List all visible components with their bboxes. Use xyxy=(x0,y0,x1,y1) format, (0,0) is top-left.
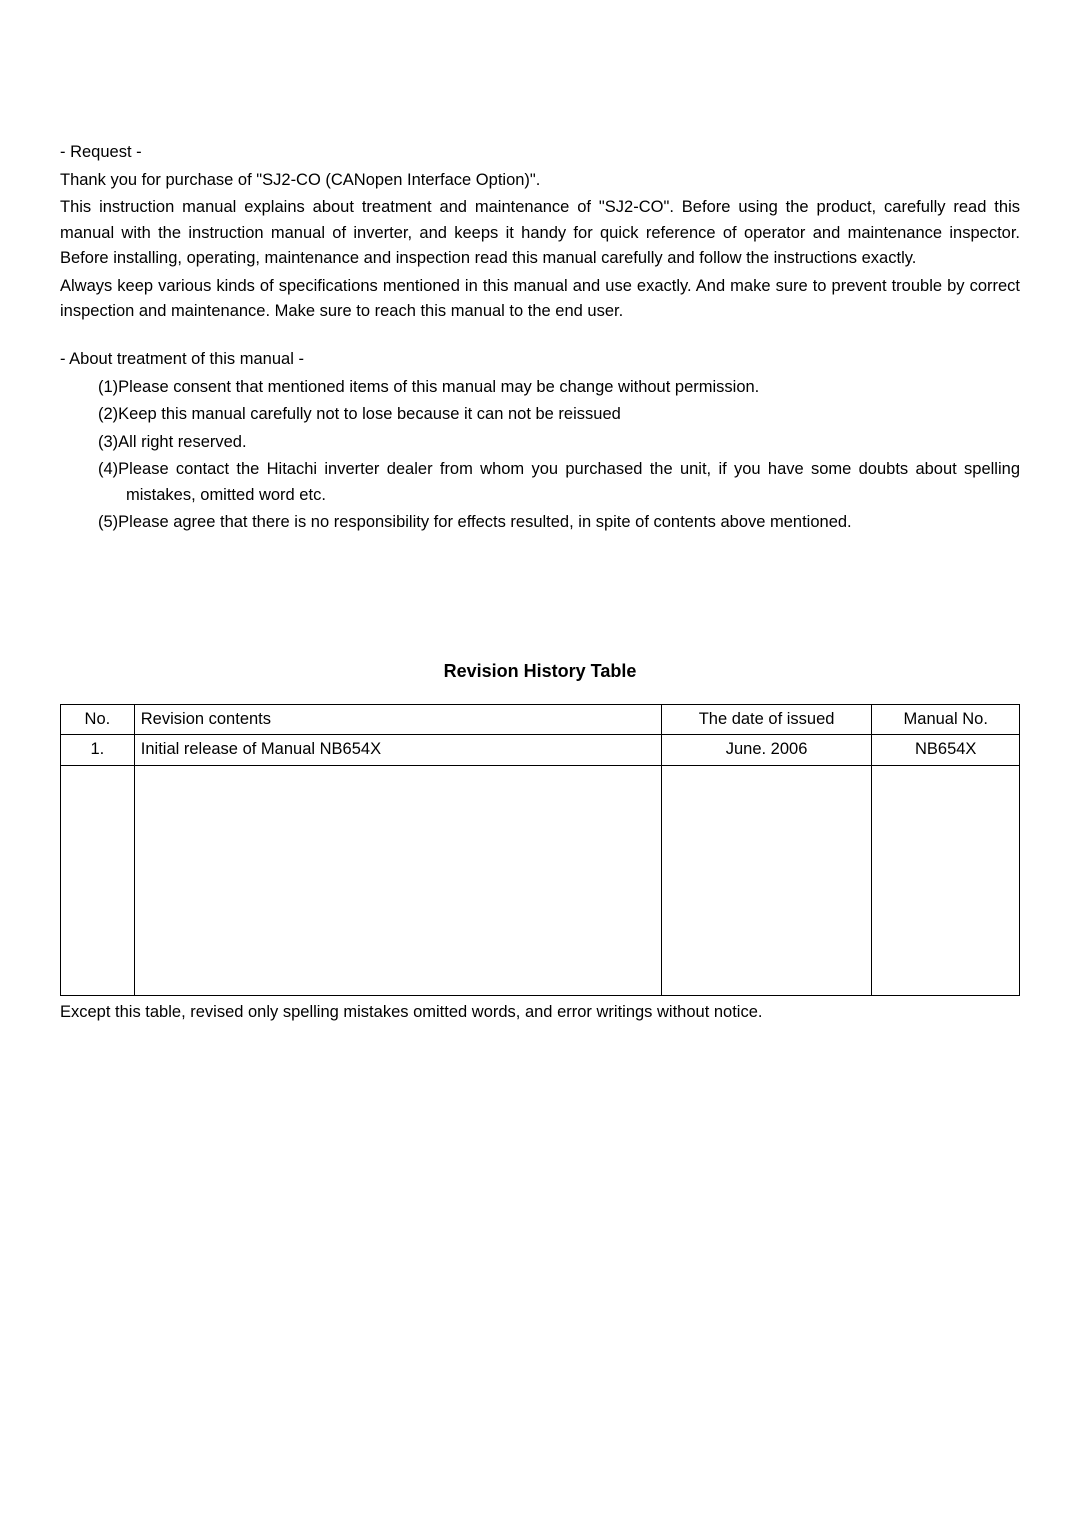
header-no: No. xyxy=(61,704,135,735)
list-item-2: (2)Keep this manual carefully not to los… xyxy=(98,402,1020,428)
table-header-row: No. Revision contents The date of issued… xyxy=(61,704,1020,735)
document-content: - Request - Thank you for purchase of "S… xyxy=(60,140,1020,1025)
intro-paragraph-1: This instruction manual explains about t… xyxy=(60,195,1020,272)
cell-manual: NB654X xyxy=(872,735,1020,766)
table-row: 1. Initial release of Manual NB654X June… xyxy=(61,735,1020,766)
header-date: The date of issued xyxy=(661,704,872,735)
cell-date: June. 2006 xyxy=(661,735,872,766)
list-item-4: (4)Please contact the Hitachi inverter d… xyxy=(98,457,1020,508)
empty-cell xyxy=(872,765,1020,995)
empty-cell xyxy=(661,765,872,995)
list-container: (1)Please consent that mentioned items o… xyxy=(60,375,1020,536)
request-title: - Request - xyxy=(60,140,1020,166)
intro-line1: Thank you for purchase of "SJ2-CO (CANop… xyxy=(60,168,1020,194)
list-item-3: (3)All right reserved. xyxy=(98,430,1020,456)
intro-paragraph-2: Always keep various kinds of specificati… xyxy=(60,274,1020,325)
empty-cell xyxy=(61,765,135,995)
table-empty-row xyxy=(61,765,1020,995)
header-contents: Revision contents xyxy=(134,704,661,735)
about-title: - About treatment of this manual - xyxy=(60,347,1020,373)
cell-no: 1. xyxy=(61,735,135,766)
empty-cell xyxy=(134,765,661,995)
revision-table: No. Revision contents The date of issued… xyxy=(60,704,1020,996)
footnote: Except this table, revised only spelling… xyxy=(60,1000,1020,1026)
cell-contents: Initial release of Manual NB654X xyxy=(134,735,661,766)
list-item-1: (1)Please consent that mentioned items o… xyxy=(98,375,1020,401)
header-manual: Manual No. xyxy=(872,704,1020,735)
table-title: Revision History Table xyxy=(60,658,1020,686)
list-item-5: (5)Please agree that there is no respons… xyxy=(98,510,1020,536)
